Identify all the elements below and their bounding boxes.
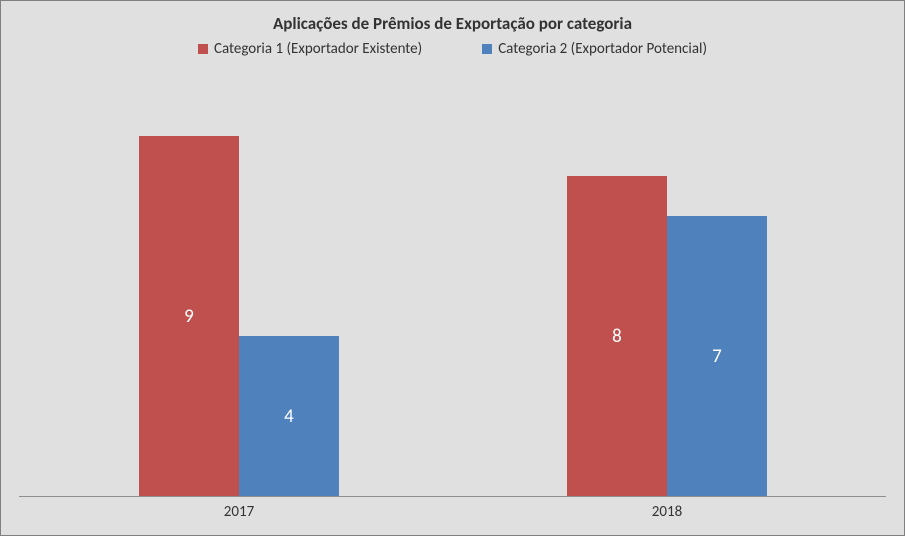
chart-frame: Aplicações de Prêmios de Exportação por … xyxy=(0,0,905,536)
chart-legend: Categoria 1 (Exportador Existente) Categ… xyxy=(19,40,886,58)
chart-title: Aplicações de Prêmios de Exportação por … xyxy=(19,13,886,34)
x-axis-label-2018: 2018 xyxy=(567,503,767,521)
bar-2018-series-1: 8 xyxy=(567,176,667,496)
bar-2018-series-2: 7 xyxy=(667,216,767,496)
legend-label-series-1: Categoria 1 (Exportador Existente) xyxy=(214,40,422,58)
bar-2017-series-2: 4 xyxy=(239,336,339,496)
bar-group-2018: 8 7 xyxy=(567,176,767,496)
legend-swatch-series-2 xyxy=(482,44,492,54)
plot-area: 9 4 8 7 xyxy=(19,66,886,497)
legend-swatch-series-1 xyxy=(198,44,208,54)
x-axis-label-2017: 2017 xyxy=(139,503,339,521)
legend-label-series-2: Categoria 2 (Exportador Potencial) xyxy=(498,40,707,58)
legend-item-series-1: Categoria 1 (Exportador Existente) xyxy=(198,40,422,58)
bar-group-2017: 9 4 xyxy=(139,136,339,496)
x-axis: 2017 2018 xyxy=(19,497,886,525)
legend-item-series-2: Categoria 2 (Exportador Potencial) xyxy=(482,40,707,58)
bar-2017-series-1: 9 xyxy=(139,136,239,496)
